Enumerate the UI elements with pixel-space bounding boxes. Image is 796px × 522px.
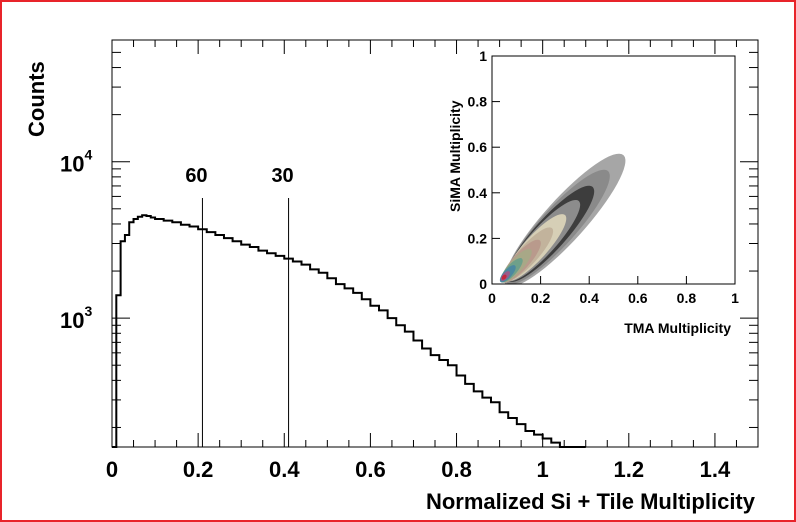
main-x-tick-label: 0 bbox=[106, 457, 118, 482]
contour-level-12 bbox=[501, 274, 507, 280]
inset-x-axis: 0 0.2 0.4 0.6 0.8 1 bbox=[488, 276, 739, 306]
main-y-tick-exp: 4 bbox=[84, 147, 92, 163]
main-x-tick-label: 0.6 bbox=[355, 457, 386, 482]
main-x-tick-label: 1.4 bbox=[700, 457, 731, 482]
inset-y-tick-label: 0.6 bbox=[468, 139, 488, 155]
histogram-series bbox=[112, 214, 586, 448]
inset-plot-frame bbox=[491, 55, 736, 285]
inset-y-tick-label: 1 bbox=[479, 48, 487, 64]
inset-contours bbox=[499, 153, 626, 284]
main-x-tick-label: 0.8 bbox=[441, 457, 472, 482]
inset-x-tick-label: 0.8 bbox=[677, 290, 697, 306]
inset-x-tick-label: 0.6 bbox=[628, 290, 648, 306]
inset-x-axis-title: TMA Multiplicity bbox=[624, 320, 731, 336]
inset-y-tick-label: 0.8 bbox=[468, 94, 488, 110]
cut-label-30: 30 bbox=[271, 165, 293, 187]
main-x-axis: 0 0.2 0.4 0.6 0.8 1 1.2 1.4 bbox=[106, 40, 737, 482]
inset-y-tick-label: 0.2 bbox=[468, 230, 488, 246]
inset-x-tick-label: 1 bbox=[731, 290, 739, 306]
main-y-axis-title: Counts bbox=[24, 61, 49, 137]
inset-y-axis-title: SiMA Multiplicity bbox=[447, 100, 463, 212]
main-x-tick-label: 0.2 bbox=[183, 457, 214, 482]
inset-x-tick-label: 0.4 bbox=[579, 290, 599, 306]
main-x-tick-label: 0.4 bbox=[269, 457, 300, 482]
inset-x-tick-label: 0.2 bbox=[531, 290, 551, 306]
main-y-tick-base: 10 bbox=[60, 152, 84, 177]
main-y-tick-label: 103 bbox=[60, 303, 92, 333]
main-x-tick-label: 1.2 bbox=[614, 457, 645, 482]
main-y-tick-base: 10 bbox=[60, 308, 84, 333]
inset-y-axis: 0 0.2 0.4 0.6 0.8 1 bbox=[468, 48, 500, 292]
main-x-tick-label: 1 bbox=[537, 457, 549, 482]
inset-x-tick-label: 0 bbox=[488, 290, 496, 306]
inset-y-tick-label: 0.4 bbox=[468, 185, 488, 201]
inset-y-tick-label: 0 bbox=[479, 276, 487, 292]
cut-label-60: 60 bbox=[185, 165, 207, 187]
main-x-axis-title: Normalized Si + Tile Multiplicity bbox=[426, 489, 756, 514]
main-y-tick-label: 104 bbox=[60, 147, 92, 177]
cut-annotations: 60 30 bbox=[185, 165, 294, 447]
main-series-group bbox=[112, 214, 586, 448]
main-y-tick-exp: 3 bbox=[84, 303, 92, 319]
